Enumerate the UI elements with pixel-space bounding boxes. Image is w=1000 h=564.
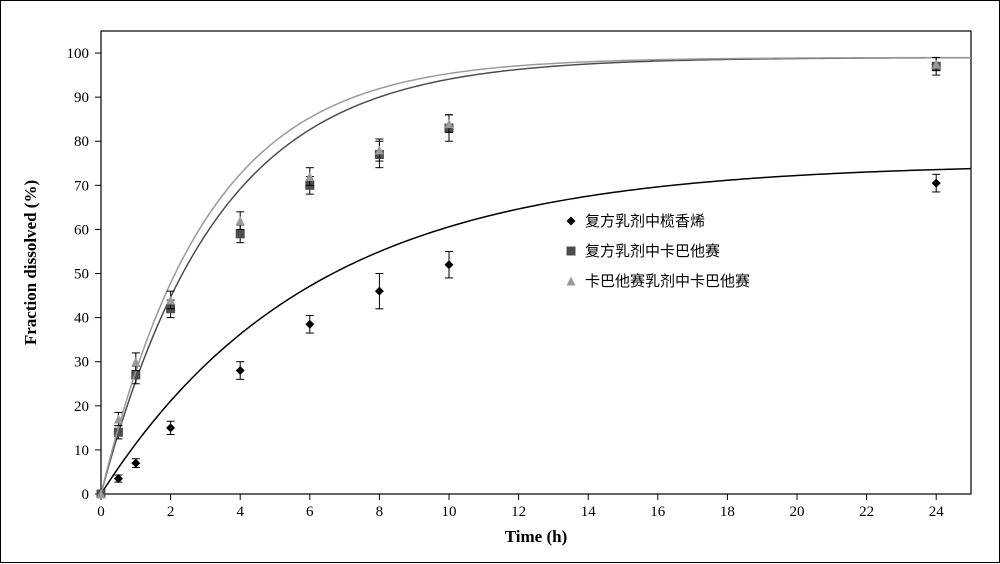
svg-text:0: 0	[97, 504, 105, 520]
svg-text:18: 18	[720, 504, 735, 520]
svg-text:30: 30	[74, 355, 89, 371]
svg-text:40: 40	[74, 311, 89, 327]
chart-svg: 0246810121416182022240102030405060708090…	[1, 1, 1000, 564]
x-axis-label: Time (h)	[505, 527, 568, 546]
series-2	[97, 57, 972, 498]
legend: 复方乳剂中榄香烯复方乳剂中卡巴他赛卡巴他赛乳剂中卡巴他赛	[567, 212, 751, 290]
svg-text:14: 14	[581, 504, 597, 520]
series-0	[97, 169, 972, 499]
svg-text:50: 50	[74, 267, 89, 283]
svg-text:12: 12	[511, 504, 526, 520]
chart-container: 0246810121416182022240102030405060708090…	[0, 0, 1000, 563]
legend-label-1: 复方乳剂中卡巴他赛	[585, 242, 720, 260]
svg-text:22: 22	[859, 504, 874, 520]
y-axis-label: Fraction dissolved (%)	[21, 180, 40, 345]
series-1	[97, 57, 972, 498]
svg-text:10: 10	[442, 504, 457, 520]
svg-text:20: 20	[74, 399, 89, 415]
svg-text:8: 8	[376, 504, 384, 520]
legend-label-2: 卡巴他赛乳剂中卡巴他赛	[585, 273, 750, 290]
svg-text:70: 70	[74, 178, 89, 194]
svg-text:100: 100	[67, 46, 90, 62]
svg-text:90: 90	[74, 90, 89, 106]
svg-text:16: 16	[650, 504, 666, 520]
svg-text:60: 60	[74, 222, 89, 238]
svg-text:20: 20	[790, 504, 805, 520]
svg-text:2: 2	[167, 504, 175, 520]
svg-text:80: 80	[74, 134, 89, 150]
svg-text:24: 24	[929, 504, 945, 520]
svg-text:4: 4	[236, 504, 244, 520]
legend-label-0: 复方乳剂中榄香烯	[585, 212, 705, 230]
svg-text:0: 0	[82, 487, 90, 503]
svg-text:6: 6	[306, 504, 314, 520]
svg-text:10: 10	[74, 443, 89, 459]
